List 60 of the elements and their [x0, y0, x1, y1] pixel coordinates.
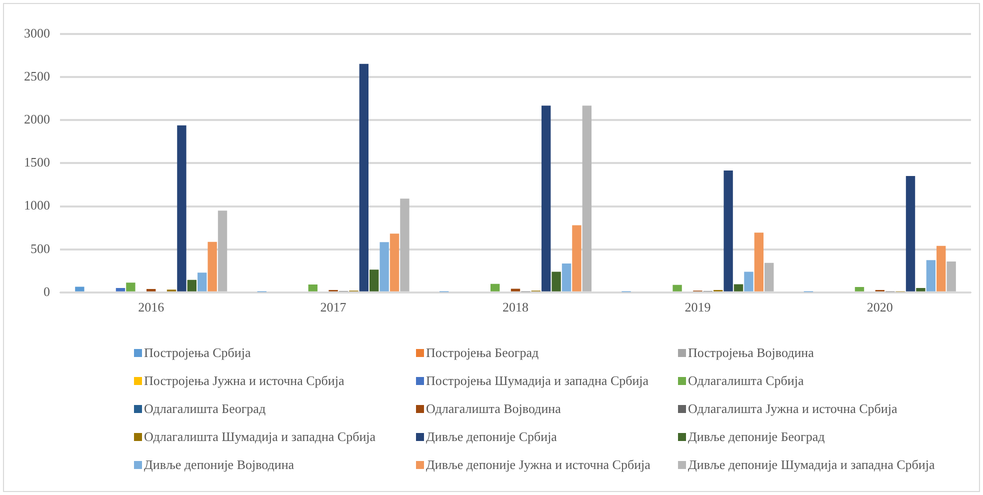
- legend-label: Одлагалишта Шумадија и западна Србија: [144, 429, 376, 445]
- bar: [370, 270, 379, 292]
- bar: [490, 284, 500, 292]
- legend-label: Дивље депоније Шумадија и западна Србија: [688, 457, 935, 473]
- legend-label: Одлагалишта Србија: [688, 373, 804, 389]
- y-tick-label: 500: [30, 240, 50, 256]
- bar: [754, 232, 764, 292]
- bar: [542, 106, 551, 292]
- legend-label: Постројења Јужна и источна Србија: [144, 373, 344, 389]
- legend-label: Дивље депоније Србија: [426, 429, 557, 445]
- bar: [854, 286, 864, 292]
- bar: [400, 198, 410, 292]
- x-tick-label: 2018: [502, 300, 528, 315]
- bar: [744, 272, 754, 292]
- bar: [724, 170, 733, 292]
- bar: [198, 272, 207, 292]
- bar: [734, 284, 744, 292]
- bar: [75, 286, 84, 292]
- y-tick-label: 2000: [24, 112, 50, 127]
- x-tick-label: 2019: [684, 300, 711, 315]
- bar: [116, 288, 126, 292]
- x-tick-label: 2020: [866, 300, 893, 315]
- legend-label: Постројења Шумадија и западна Србија: [426, 373, 649, 389]
- bar: [936, 246, 946, 292]
- legend-label: Постројења Војводина: [688, 345, 814, 361]
- bar: [582, 106, 592, 292]
- bar: [916, 288, 926, 292]
- bar: [562, 264, 572, 292]
- y-tick-label: 2500: [24, 68, 50, 84]
- legend-label: Одлагалишта Јужна и источна Србија: [688, 401, 898, 417]
- legend-label: Постројења Србија: [144, 345, 251, 361]
- legend-label: Дивље депоније Јужна и источна Србија: [426, 457, 650, 473]
- bar: [208, 242, 217, 292]
- bar: [218, 210, 228, 292]
- bar: [177, 125, 186, 292]
- bar: [672, 284, 682, 292]
- y-tick-label: 3000: [24, 25, 50, 40]
- bar: [946, 261, 956, 292]
- bar: [906, 176, 916, 292]
- legend-label: Постројења Београд: [426, 345, 539, 361]
- bar: [308, 284, 318, 292]
- x-tick-label: 2016: [138, 300, 165, 315]
- bar: [510, 288, 520, 292]
- bar: [926, 260, 936, 292]
- y-tick-label: 0: [44, 284, 50, 299]
- y-tick-label: 1000: [24, 198, 50, 213]
- bar: [572, 225, 582, 292]
- legend-label: Одлагалишта Београд: [144, 401, 266, 417]
- bar: [359, 64, 368, 292]
- bar: [380, 242, 389, 292]
- bar: [187, 280, 197, 292]
- x-tick-label: 2017: [320, 300, 347, 315]
- y-tick-label: 1500: [24, 154, 50, 170]
- legend-label: Дивље депоније Војводина: [144, 457, 294, 473]
- bar: [552, 272, 561, 292]
- bar: [390, 234, 400, 292]
- bar: [126, 282, 136, 292]
- legend-label: Дивље депоније Београд: [688, 429, 825, 445]
- legend-label: Одлагалишта Војводина: [426, 401, 561, 417]
- bar: [764, 262, 774, 292]
